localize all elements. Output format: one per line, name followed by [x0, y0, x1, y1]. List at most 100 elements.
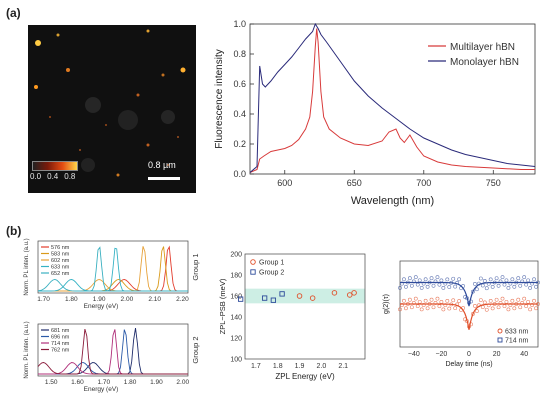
y-tick-label: 140	[230, 315, 242, 322]
data-point	[415, 282, 420, 287]
group2-point	[237, 296, 244, 302]
data-point	[415, 304, 420, 309]
data-point	[524, 304, 529, 309]
x-tick-label: 1.70	[37, 296, 50, 303]
x-tick-label: 1.80	[124, 379, 137, 386]
group2-point	[279, 291, 285, 297]
fluorescent-spot	[146, 143, 150, 147]
data-point	[423, 277, 428, 282]
data-point	[457, 299, 462, 303]
legend-marker	[497, 337, 503, 343]
fluorescent-spot	[81, 158, 95, 172]
group1-point	[331, 290, 338, 296]
x-tick-label: 1.9	[295, 363, 305, 370]
data-point	[431, 283, 436, 288]
colorbar-tick-1: 0.4	[47, 172, 59, 181]
data-point	[504, 278, 509, 283]
y-tick-label: 120	[230, 336, 242, 343]
fluorescent-spot	[146, 29, 150, 33]
x-axis-label: ZPL Energy (eV)	[275, 372, 335, 381]
fluorescent-spot	[180, 67, 186, 73]
data-point	[480, 305, 485, 309]
data-point	[500, 275, 505, 280]
data-point	[429, 297, 434, 302]
x-tick-label: 1.90	[150, 379, 163, 386]
data-point	[510, 277, 515, 282]
data-point	[423, 298, 428, 303]
x-tick-label: 0	[467, 351, 471, 358]
group-label: Group 1	[191, 253, 200, 280]
x-tick-label: −40	[408, 351, 420, 358]
data-point	[451, 276, 456, 281]
group1-point	[309, 295, 316, 301]
data-point	[419, 285, 424, 290]
data-point	[417, 278, 422, 283]
x-tick-label: 1.70	[97, 379, 110, 386]
data-point	[526, 278, 531, 283]
y-tick-label: 100	[230, 357, 242, 364]
y-tick-label: 0.4	[233, 109, 246, 119]
legend-entry: 652 nm	[51, 271, 70, 277]
g2-chart: −40 −20 0 20 40 Delay time (ns) g(2)(τ) 633 nm 7…	[383, 260, 540, 368]
data-point	[528, 285, 533, 290]
y-axis-label: Norm. PL inten. (a.u.)	[24, 321, 30, 378]
data-point	[437, 282, 442, 287]
x-tick-label: 1.8	[273, 363, 283, 370]
fluorescent-spot	[105, 124, 107, 126]
group1-point	[346, 292, 353, 298]
data-point	[502, 282, 507, 287]
legend-entry: 714 nm	[505, 338, 529, 345]
fluorescent-spot	[167, 164, 169, 166]
legend-entry: 633 nm	[51, 265, 70, 271]
data-point	[474, 309, 479, 313]
fit-line	[400, 303, 538, 330]
x-tick-label: 1.80	[65, 296, 78, 303]
data-point	[474, 287, 479, 292]
y-tick-label: 1.0	[233, 19, 246, 29]
data-point	[500, 296, 505, 301]
x-tick-label: −20	[435, 351, 447, 358]
data-point	[473, 303, 477, 308]
data-point	[402, 277, 406, 282]
data-point	[425, 284, 430, 289]
fluorescent-spot	[79, 149, 81, 151]
data-point	[407, 276, 412, 281]
fluorescent-spot	[85, 97, 101, 113]
legend-entry: 602 nm	[51, 258, 70, 264]
data-point	[417, 299, 422, 304]
data-point	[526, 299, 531, 304]
plot-frame	[244, 253, 366, 360]
legend-entry: Group 1	[259, 260, 284, 267]
fluorescent-spot	[161, 73, 165, 77]
x-axis-label: Delay time (ns)	[445, 361, 492, 368]
y-tick-label: 0.8	[233, 49, 246, 59]
data-point	[478, 276, 483, 281]
scale-bar	[148, 177, 180, 180]
data-point	[441, 307, 446, 312]
x-tick-label: 1.90	[93, 296, 106, 303]
data-point	[447, 285, 452, 289]
legend-entry: Monolayer hBN	[450, 57, 519, 68]
data-point	[451, 298, 456, 303]
x-tick-label: 2.10	[148, 296, 161, 303]
x-tick-label: 1.60	[71, 379, 84, 386]
group2-point	[270, 297, 277, 303]
legend-marker	[250, 259, 256, 265]
legend-entry: 576 nm	[51, 245, 70, 251]
colorbar-ticks: 0.0 0.4 0.8	[30, 172, 100, 181]
data-point	[404, 306, 408, 311]
data-point	[404, 284, 408, 289]
data-point	[480, 283, 485, 288]
data-point	[445, 299, 450, 303]
y-tick-label: 160	[230, 294, 242, 301]
plot-frame	[37, 240, 189, 294]
data-point	[534, 284, 538, 289]
data-point	[482, 278, 487, 283]
data-point	[425, 306, 430, 311]
data-point	[398, 307, 402, 312]
fluorescent-spot	[35, 40, 41, 46]
fluorescent-spot	[161, 110, 175, 124]
data-point	[512, 284, 517, 289]
data-point	[532, 277, 536, 282]
data-point	[534, 306, 538, 311]
